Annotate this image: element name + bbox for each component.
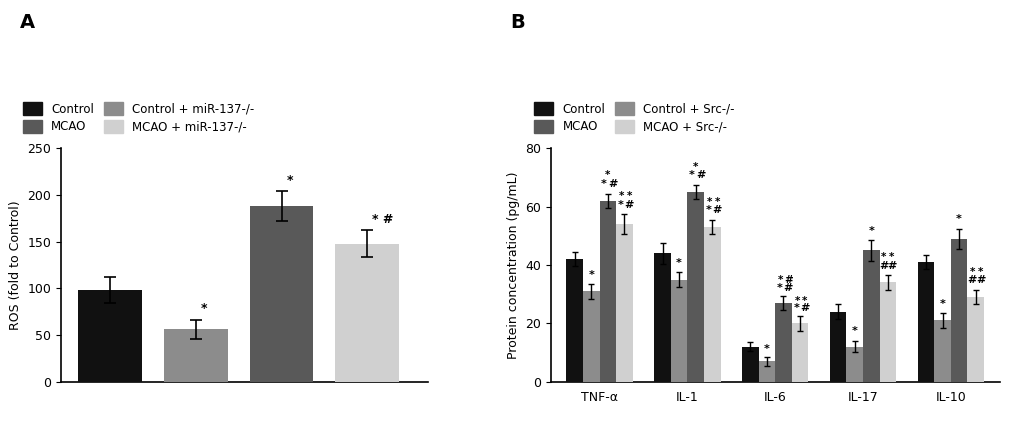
Text: *: * — [619, 191, 624, 201]
Bar — [671, 279, 687, 382]
Bar — [829, 312, 846, 382]
Text: *: * — [880, 252, 886, 262]
Bar — [791, 323, 808, 382]
Text: #: # — [607, 179, 616, 189]
Text: *: * — [600, 179, 606, 189]
Text: *: * — [793, 303, 798, 313]
Bar — [653, 253, 671, 382]
Bar — [599, 201, 615, 382]
Text: *: * — [201, 302, 207, 315]
Text: #: # — [800, 303, 809, 313]
Bar — [583, 291, 599, 382]
Text: *: * — [889, 252, 894, 262]
Y-axis label: ROS (fold to Control): ROS (fold to Control) — [9, 200, 22, 330]
Bar — [566, 259, 583, 382]
Text: #: # — [711, 206, 721, 215]
Text: *: * — [794, 296, 799, 306]
Text: *: * — [618, 200, 623, 209]
Bar — [741, 347, 758, 382]
Bar — [878, 282, 896, 382]
Bar — [950, 239, 966, 382]
Bar — [335, 243, 398, 382]
Text: *: * — [688, 170, 694, 181]
Text: #: # — [624, 200, 634, 209]
Bar — [862, 251, 878, 382]
Text: #: # — [878, 261, 888, 271]
Text: #: # — [975, 276, 984, 285]
Text: *: * — [977, 267, 982, 276]
Text: *: * — [775, 283, 782, 293]
Text: *: * — [955, 214, 961, 224]
Bar — [917, 262, 933, 382]
Text: *: * — [713, 197, 719, 206]
Text: *: * — [705, 206, 710, 215]
Text: *: * — [604, 170, 610, 181]
Text: *: * — [763, 344, 769, 354]
Text: *: * — [706, 197, 711, 206]
Y-axis label: Protein concentration (pg/mL): Protein concentration (pg/mL) — [506, 171, 519, 359]
Text: #: # — [887, 261, 896, 271]
Text: *: * — [867, 226, 873, 236]
Bar — [758, 361, 774, 382]
Bar — [703, 227, 719, 382]
Text: *: * — [692, 162, 698, 172]
Bar — [78, 290, 142, 382]
Bar — [250, 206, 313, 382]
Bar — [966, 297, 983, 382]
Text: #: # — [966, 276, 975, 285]
Text: #: # — [695, 170, 704, 181]
Text: B: B — [510, 13, 524, 32]
Text: *: * — [676, 258, 682, 268]
Bar — [933, 321, 950, 382]
Text: *: * — [286, 174, 292, 187]
Text: *: * — [851, 326, 857, 336]
Text: #: # — [784, 276, 792, 285]
Legend: Control, MCAO, Control + miR-137-/-, MCAO + miR-137-/-: Control, MCAO, Control + miR-137-/-, MCA… — [23, 102, 254, 133]
Text: *: * — [626, 191, 632, 201]
Text: *: * — [777, 276, 783, 285]
Bar — [687, 192, 703, 382]
Bar — [774, 303, 791, 382]
Text: *: * — [588, 270, 594, 279]
Text: * #: * # — [372, 213, 393, 226]
Text: A: A — [20, 13, 36, 32]
Text: *: * — [938, 299, 945, 309]
Bar — [164, 329, 227, 382]
Bar — [615, 224, 632, 382]
Text: *: * — [969, 267, 974, 276]
Legend: Control, MCAO, Control + Src-/-, MCAO + Src-/-: Control, MCAO, Control + Src-/-, MCAO + … — [534, 102, 734, 133]
Text: *: * — [802, 296, 807, 306]
Bar — [846, 347, 862, 382]
Text: #: # — [783, 283, 793, 293]
